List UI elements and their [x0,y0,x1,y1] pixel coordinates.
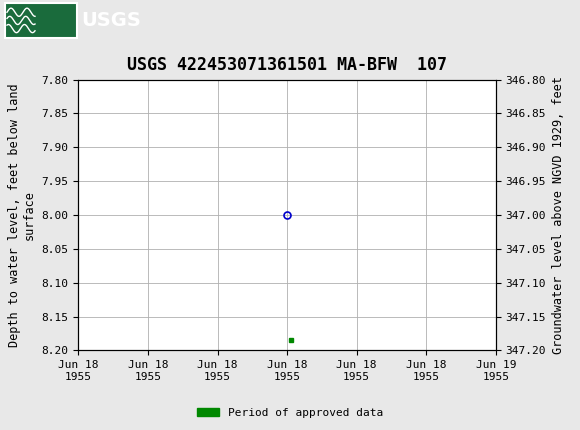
Y-axis label: Groundwater level above NGVD 1929, feet: Groundwater level above NGVD 1929, feet [552,76,565,354]
Title: USGS 422453071361501 MA-BFW  107: USGS 422453071361501 MA-BFW 107 [127,56,447,74]
Legend: Period of approved data: Period of approved data [193,403,387,422]
Bar [5,3,77,38]
Y-axis label: Depth to water level, feet below land
surface: Depth to water level, feet below land su… [8,83,36,347]
Text: USGS: USGS [81,11,141,30]
